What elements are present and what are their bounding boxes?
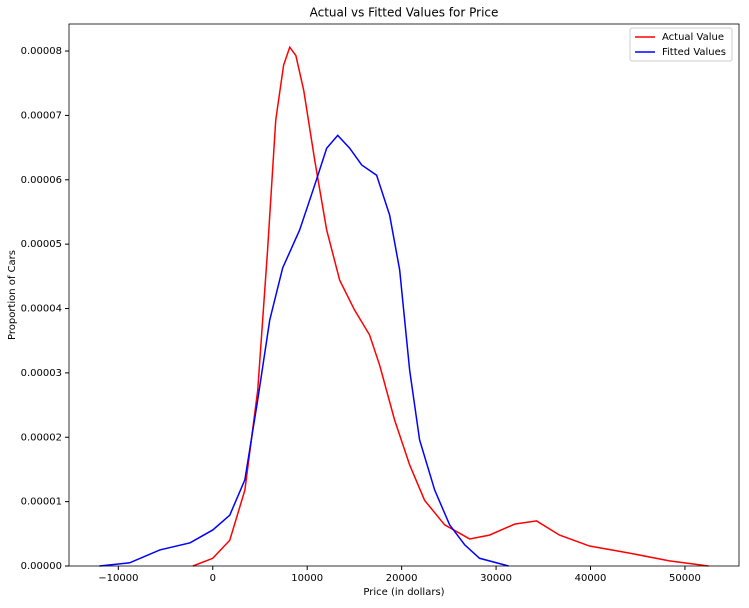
x-tick-label: −10000	[98, 573, 138, 584]
y-axis-label: Proportion of Cars	[7, 250, 18, 340]
legend-label: Actual Value	[662, 32, 724, 43]
x-tick-label: 50000	[669, 573, 701, 584]
plot-frame	[68, 23, 740, 567]
y-tick-label: 0.00005	[21, 239, 62, 250]
x-tick-label: 10000	[291, 573, 323, 584]
x-axis-label: Price (in dollars)	[363, 587, 444, 598]
y-tick-label: 0.00008	[21, 46, 62, 57]
x-tick-label: 0	[210, 573, 216, 584]
data-line	[99, 134, 509, 567]
chart-title: Actual vs Fitted Values for Price	[310, 6, 499, 20]
x-tick-label: 30000	[480, 573, 512, 584]
legend-box	[629, 27, 733, 62]
y-tick-label: 0.00004	[21, 304, 62, 315]
y-tick-label: 0.00002	[21, 432, 62, 443]
y-tick-label: 0.00000	[21, 561, 62, 572]
y-tick-label: 0.00007	[21, 110, 62, 121]
y-tick-label: 0.00006	[21, 175, 62, 186]
y-tick-label: 0.00001	[21, 497, 62, 508]
y-tick-label: 0.00003	[21, 368, 62, 379]
x-tick-label: 20000	[386, 573, 418, 584]
x-tick-label: 40000	[575, 573, 607, 584]
legend-label: Fitted Values	[662, 47, 726, 58]
data-line	[192, 45, 709, 567]
